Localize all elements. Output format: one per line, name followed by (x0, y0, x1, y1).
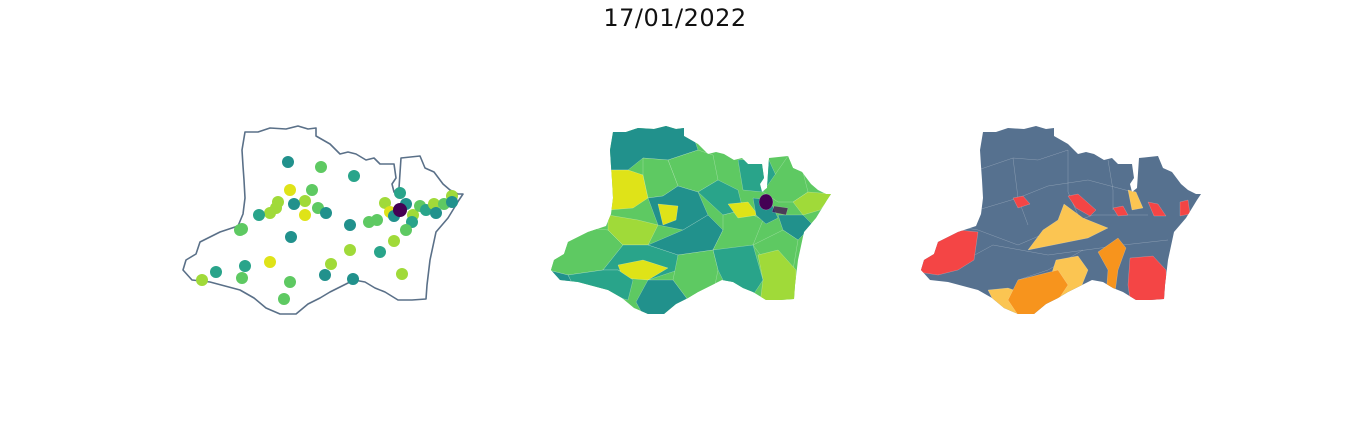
region (1067, 193, 1097, 217)
region (1027, 203, 1109, 251)
data-point (347, 273, 359, 285)
data-point (315, 161, 327, 173)
data-point (344, 244, 356, 256)
data-point (299, 195, 311, 207)
data-point (379, 197, 391, 209)
data-point (348, 170, 360, 182)
viridis-choropleth-panel (551, 126, 831, 314)
region (567, 269, 634, 301)
data-point (446, 196, 458, 208)
data-point (284, 276, 296, 288)
region (1179, 199, 1191, 217)
data-point (210, 266, 222, 278)
data-point (299, 209, 311, 221)
data-point (284, 184, 296, 196)
points-map-panel (182, 125, 464, 315)
data-point (196, 274, 208, 286)
data-point (371, 214, 383, 226)
data-point (234, 224, 246, 236)
data-point (344, 219, 356, 231)
data-point (264, 207, 276, 219)
region (1127, 255, 1169, 314)
data-point (288, 198, 300, 210)
data-point (428, 198, 440, 210)
data-point (430, 207, 442, 219)
data-point (306, 184, 318, 196)
region (1112, 205, 1129, 217)
data-point (236, 272, 248, 284)
state-outline (182, 125, 464, 315)
region (771, 205, 789, 216)
region (1147, 201, 1167, 217)
data-point (319, 269, 331, 281)
data-point (374, 246, 386, 258)
class-choropleth-panel (921, 126, 1201, 314)
region (1012, 195, 1031, 209)
region (657, 203, 679, 226)
data-point (239, 260, 251, 272)
data-point (393, 203, 407, 217)
data-point (253, 209, 265, 221)
data-point (285, 231, 297, 243)
data-point (396, 268, 408, 280)
region (758, 193, 774, 211)
data-point (325, 258, 337, 270)
region (1127, 189, 1144, 211)
data-point (264, 256, 276, 268)
data-point (394, 187, 406, 199)
data-point (400, 224, 412, 236)
region (1097, 237, 1127, 301)
figure-title: 17/01/2022 (603, 4, 747, 32)
data-point (278, 293, 290, 305)
data-point (320, 207, 332, 219)
data-point (388, 235, 400, 247)
points-layer (196, 156, 458, 305)
data-point (282, 156, 294, 168)
